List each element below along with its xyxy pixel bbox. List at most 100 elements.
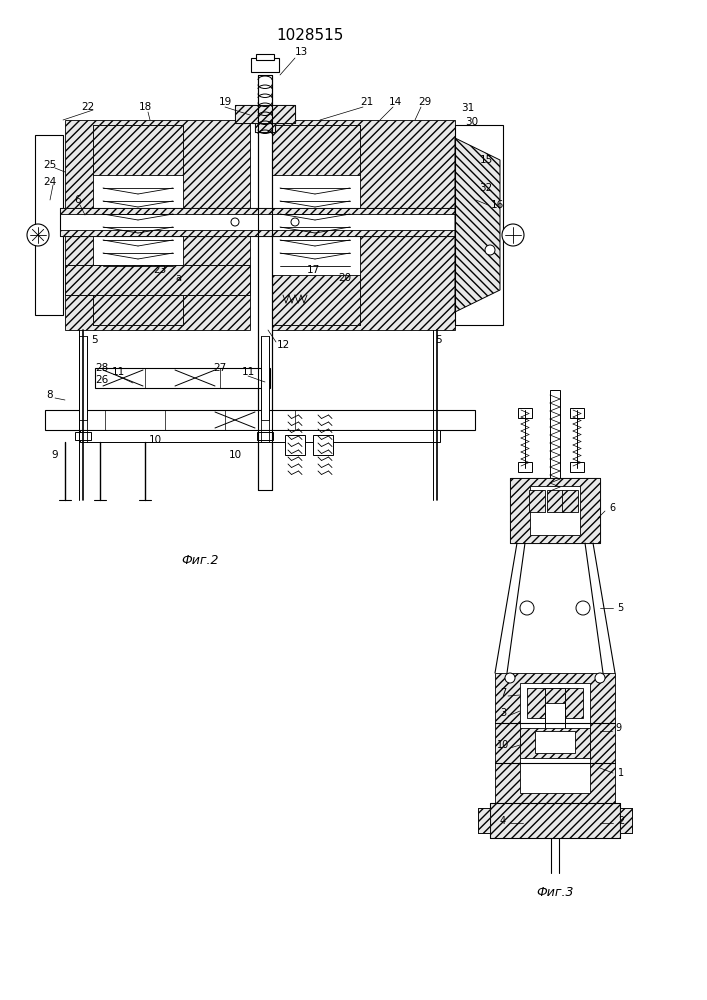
Bar: [570, 462, 584, 472]
Bar: [547, 488, 563, 496]
Text: 10: 10: [228, 450, 242, 460]
Polygon shape: [455, 138, 500, 312]
Bar: [93, 275, 183, 325]
Text: Фиг.2: Фиг.2: [181, 554, 218, 566]
Bar: [251, 58, 279, 72]
Bar: [256, 54, 274, 60]
Bar: [258, 75, 272, 490]
Circle shape: [576, 601, 590, 615]
Text: 10: 10: [148, 435, 162, 445]
Circle shape: [27, 224, 49, 246]
Circle shape: [231, 218, 239, 226]
Text: а: а: [175, 273, 181, 283]
Bar: [270, 125, 360, 325]
Bar: [313, 435, 333, 455]
Bar: [270, 275, 360, 325]
Bar: [60, 208, 460, 236]
Bar: [545, 688, 565, 703]
Text: 30: 30: [465, 117, 479, 127]
Text: 26: 26: [95, 375, 109, 385]
Text: 16: 16: [491, 200, 503, 210]
Bar: [65, 265, 250, 295]
Circle shape: [520, 601, 534, 615]
Text: 27: 27: [214, 363, 227, 373]
Bar: [95, 368, 270, 388]
Bar: [535, 731, 575, 753]
Bar: [520, 728, 590, 758]
Text: 6: 6: [609, 503, 615, 513]
Text: Фиг.3: Фиг.3: [536, 886, 574, 900]
Text: 20: 20: [339, 273, 351, 283]
Text: 13: 13: [294, 47, 308, 57]
Text: 6: 6: [75, 195, 81, 205]
Bar: [60, 230, 460, 236]
Bar: [235, 105, 295, 123]
Bar: [530, 486, 580, 535]
Text: 7: 7: [500, 688, 506, 698]
Bar: [570, 408, 584, 418]
Bar: [550, 390, 560, 490]
Text: 5: 5: [92, 335, 98, 345]
Bar: [65, 265, 250, 295]
Bar: [478, 808, 490, 833]
Text: 11: 11: [112, 367, 124, 377]
Circle shape: [505, 673, 515, 683]
Circle shape: [291, 218, 299, 226]
Text: 18: 18: [139, 102, 151, 112]
Text: 14: 14: [388, 97, 402, 107]
Text: 12: 12: [276, 340, 290, 350]
Text: 1028515: 1028515: [276, 27, 344, 42]
Text: 15: 15: [479, 155, 493, 165]
Text: 2: 2: [618, 816, 624, 826]
Text: 32: 32: [479, 183, 493, 193]
Bar: [527, 688, 552, 718]
Bar: [93, 125, 183, 175]
Bar: [60, 208, 460, 214]
Text: 9: 9: [615, 723, 621, 733]
Text: 1: 1: [618, 768, 624, 778]
Bar: [529, 490, 545, 512]
Text: 4: 4: [500, 816, 506, 826]
Bar: [261, 336, 269, 420]
Text: 8: 8: [47, 390, 53, 400]
Text: 5: 5: [617, 603, 623, 613]
Text: 17: 17: [306, 265, 320, 275]
Bar: [80, 430, 440, 442]
Bar: [547, 490, 563, 512]
Bar: [235, 105, 295, 123]
Text: 19: 19: [218, 97, 232, 107]
Text: 10: 10: [497, 740, 509, 750]
Bar: [558, 688, 583, 718]
Bar: [518, 462, 532, 472]
Text: 23: 23: [153, 265, 167, 275]
Bar: [510, 478, 600, 543]
Text: 22: 22: [81, 102, 95, 112]
Circle shape: [485, 245, 495, 255]
Bar: [93, 125, 183, 325]
Text: 29: 29: [419, 97, 432, 107]
Text: 28: 28: [95, 363, 109, 373]
Circle shape: [502, 224, 524, 246]
Bar: [285, 435, 305, 455]
Bar: [490, 803, 620, 838]
Bar: [620, 808, 632, 833]
Bar: [490, 803, 620, 838]
Bar: [562, 490, 578, 512]
Text: 24: 24: [43, 177, 57, 187]
Bar: [545, 688, 565, 748]
Text: 3: 3: [500, 708, 506, 718]
Bar: [478, 808, 490, 833]
Bar: [255, 112, 275, 132]
Bar: [520, 683, 590, 793]
Text: 9: 9: [52, 450, 58, 460]
Bar: [255, 112, 275, 132]
Bar: [45, 410, 475, 430]
Bar: [257, 432, 273, 440]
Bar: [510, 478, 600, 543]
Bar: [65, 120, 250, 330]
Bar: [495, 673, 615, 803]
Bar: [620, 808, 632, 833]
Bar: [75, 432, 91, 440]
Text: 25: 25: [43, 160, 57, 170]
Bar: [35, 135, 63, 315]
